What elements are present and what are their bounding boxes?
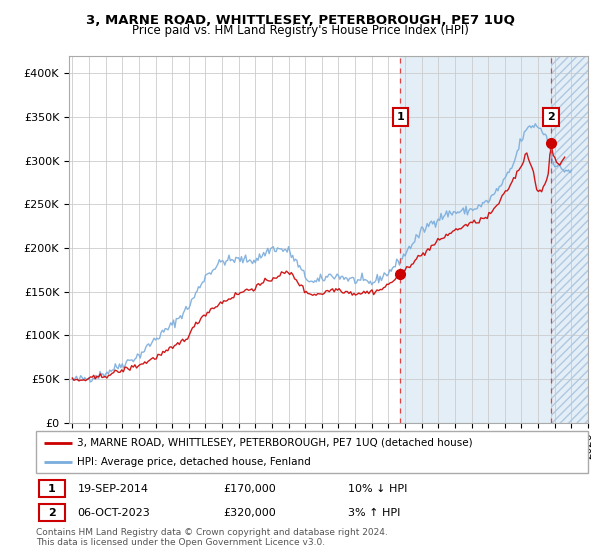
Text: Price paid vs. HM Land Registry's House Price Index (HPI): Price paid vs. HM Land Registry's House … [131,24,469,37]
Bar [551,56,588,423]
Bar [400,56,588,423]
Text: 3, MARNE ROAD, WHITTLESEY, PETERBOROUGH, PE7 1UQ (detached house): 3, MARNE ROAD, WHITTLESEY, PETERBOROUGH,… [77,437,473,447]
Text: 1: 1 [397,112,404,122]
Text: 06-OCT-2023: 06-OCT-2023 [77,507,150,517]
Text: £170,000: £170,000 [224,484,277,494]
Text: 1: 1 [48,484,56,494]
Text: 2: 2 [48,507,56,517]
Text: 3% ↑ HPI: 3% ↑ HPI [348,507,400,517]
Text: Contains HM Land Registry data © Crown copyright and database right 2024.
This d: Contains HM Land Registry data © Crown c… [36,528,388,547]
Bar [39,480,65,497]
Text: HPI: Average price, detached house, Fenland: HPI: Average price, detached house, Fenl… [77,457,311,467]
Text: 10% ↓ HPI: 10% ↓ HPI [348,484,407,494]
Text: 2: 2 [547,112,555,122]
Text: £320,000: £320,000 [224,507,277,517]
Text: 3, MARNE ROAD, WHITTLESEY, PETERBOROUGH, PE7 1UQ: 3, MARNE ROAD, WHITTLESEY, PETERBOROUGH,… [86,14,514,27]
Text: 19-SEP-2014: 19-SEP-2014 [77,484,148,494]
Bar [39,504,65,521]
